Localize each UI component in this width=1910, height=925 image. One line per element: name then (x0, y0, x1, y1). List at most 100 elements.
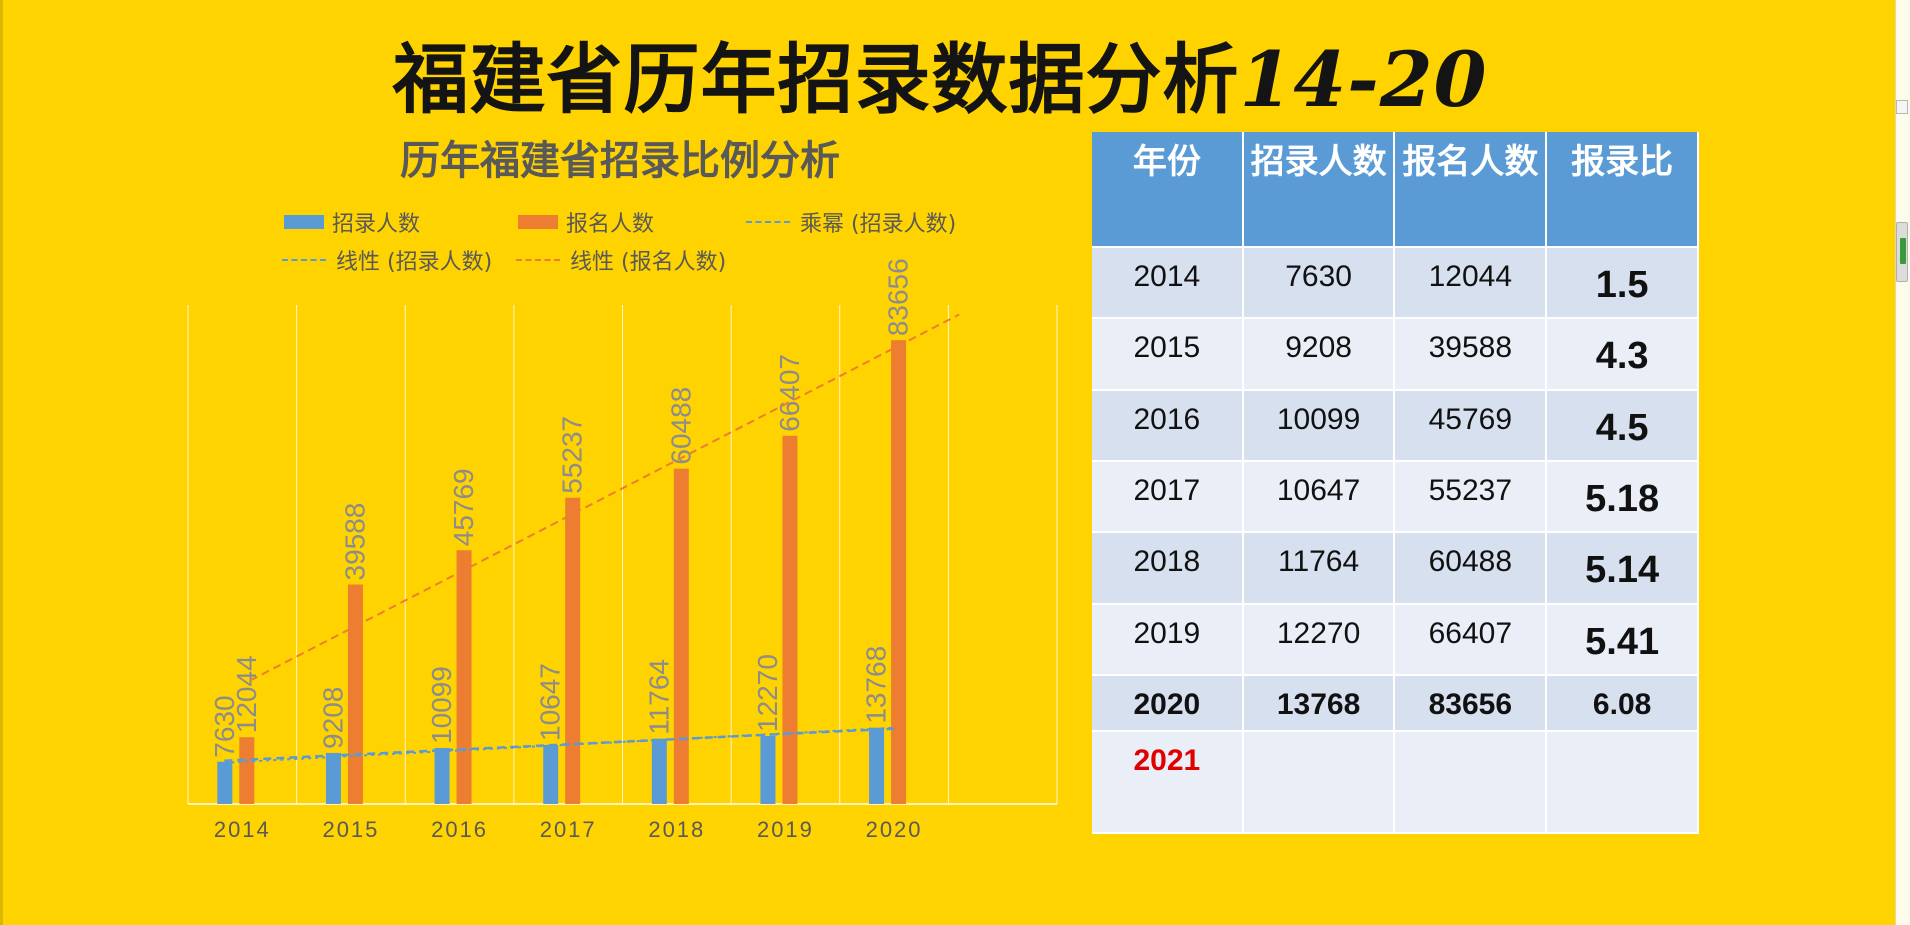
cell-apply: 12044 (1395, 248, 1548, 320)
bar-recruit (651, 738, 667, 804)
bar-apply (782, 435, 798, 804)
cell-apply (1395, 732, 1548, 834)
trendline-linear-apply (249, 313, 960, 682)
cell-apply: 45769 (1395, 390, 1548, 462)
cell-ratio: 1.5 (1547, 248, 1699, 320)
bar-apply (891, 340, 907, 804)
data-label-apply: 66407 (774, 354, 805, 432)
bar-apply (456, 550, 472, 804)
x-tick-label: 2016 (431, 817, 488, 842)
cell-recruit: 12270 (1243, 604, 1396, 676)
data-table: 年份 招录人数 报名人数 报录比 2014 7630 12044 1.5 201… (1092, 132, 1699, 834)
table-row: 2016 10099 45769 4.5 (1092, 390, 1699, 462)
data-label-apply: 39588 (339, 503, 370, 581)
page-title: 福建省历年招录数据分析14-20 (0, 18, 1880, 128)
bar-recruit (217, 761, 233, 804)
legend-item-apply[interactable]: 报名人数 (518, 206, 654, 238)
data-label-apply: 83656 (883, 258, 914, 336)
cell-year: 2019 (1092, 604, 1244, 676)
data-label-recruit: 13768 (861, 646, 892, 724)
x-tick-label: 2017 (540, 817, 597, 842)
cell-year: 2018 (1092, 533, 1244, 605)
bar-apply (565, 497, 581, 804)
trendline-linear-recruit (224, 727, 895, 762)
chart-title: 历年福建省招录比例分析 (400, 138, 840, 184)
bar-recruit (869, 727, 885, 804)
table-row: 2019 12270 66407 5.41 (1092, 604, 1699, 676)
legend-label-linear-recruit: 线性 (招录人数) (336, 250, 493, 275)
legend-item-linear-trend-apply[interactable]: 线性 (报名人数) (516, 244, 726, 276)
page-title-text: 福建省历年招录数据分析 (392, 35, 1240, 124)
cell-ratio: 4.5 (1547, 390, 1699, 462)
data-label-apply: 45769 (448, 468, 479, 546)
cell-ratio: 5.14 (1547, 533, 1699, 605)
data-label-apply: 55237 (557, 416, 588, 494)
table-row: 2017 10647 55237 5.18 (1092, 461, 1699, 534)
data-label-recruit: 12270 (752, 654, 783, 732)
cell-ratio (1547, 732, 1699, 834)
x-tick-label: 2015 (322, 817, 379, 842)
bar-apply (347, 584, 363, 804)
table-row: 2014 7630 12044 1.5 (1092, 248, 1699, 320)
bar-apply (239, 737, 255, 804)
scroll-up-arrow-icon[interactable] (1896, 100, 1908, 114)
cell-apply: 83656 (1395, 675, 1548, 732)
vertical-scrollbar[interactable] (1895, 0, 1910, 925)
bar-recruit (434, 748, 450, 804)
cell-recruit: 10099 (1243, 390, 1396, 462)
cell-year: 2021 (1092, 732, 1244, 834)
table-row: 2018 11764 60488 5.14 (1092, 533, 1699, 605)
legend-label-apply: 报名人数 (566, 212, 655, 237)
table-row: 2021 (1092, 732, 1699, 834)
cell-ratio: 5.18 (1547, 461, 1699, 534)
x-tick-label: 2020 (866, 817, 923, 842)
data-label-recruit: 10647 (535, 663, 566, 741)
legend-label-recruit: 招录人数 (332, 212, 421, 237)
data-label-recruit: 7630 (209, 695, 240, 757)
cell-apply: 60488 (1395, 533, 1548, 605)
legend-item-power-trend-recruit[interactable]: 乘幂 (招录人数) (746, 206, 956, 238)
cell-apply: 55237 (1395, 461, 1548, 534)
legend-item-linear-trend-recruit[interactable]: 线性 (招录人数) (282, 244, 492, 276)
legend-swatch-apply (518, 215, 558, 229)
data-label-recruit: 9208 (317, 687, 348, 749)
table-header-row: 年份 招录人数 报名人数 报录比 (1092, 132, 1699, 248)
x-tick-label: 2019 (757, 817, 814, 842)
bar-recruit (325, 752, 341, 804)
header-ratio: 报录比 (1547, 132, 1699, 248)
cell-ratio: 6.08 (1547, 675, 1699, 732)
cell-year: 2014 (1092, 248, 1244, 320)
table-row: 2015 9208 39588 4.3 (1092, 319, 1699, 391)
legend-dash-power-recruit (746, 221, 790, 223)
legend-dash-linear-recruit (282, 259, 326, 261)
legend-label-power-recruit: 乘幂 (招录人数) (800, 212, 957, 237)
data-label-recruit: 11764 (643, 659, 674, 735)
header-apply: 报名人数 (1395, 132, 1548, 248)
table-row: 2020 13768 83656 6.08 (1092, 675, 1699, 732)
cell-recruit: 7630 (1243, 248, 1396, 320)
x-tick-label: 2014 (214, 817, 271, 842)
window-left-edge (0, 0, 3, 925)
scrollbar-grip-icon (1900, 238, 1906, 264)
bar-recruit (760, 735, 776, 804)
cell-year: 2016 (1092, 390, 1244, 462)
cell-recruit: 10647 (1243, 461, 1396, 534)
cell-year: 2020 (1092, 675, 1244, 732)
bar-recruit (543, 744, 559, 804)
data-label-apply: 60488 (665, 387, 696, 465)
header-year: 年份 (1092, 132, 1244, 248)
cell-recruit: 13768 (1243, 675, 1396, 732)
cell-apply: 66407 (1395, 604, 1548, 676)
legend-swatch-recruit (284, 215, 324, 229)
x-tick-label: 2018 (648, 817, 705, 842)
cell-recruit: 9208 (1243, 319, 1396, 391)
cell-recruit: 11764 (1243, 533, 1396, 605)
cell-year: 2015 (1092, 319, 1244, 391)
legend-item-recruit[interactable]: 招录人数 (284, 206, 420, 238)
header-recruit: 招录人数 (1243, 132, 1396, 248)
page-title-suffix: 14-20 (1239, 35, 1488, 124)
cell-ratio: 4.3 (1547, 319, 1699, 391)
legend-dash-linear-apply (516, 259, 560, 261)
legend-label-linear-apply: 线性 (报名人数) (570, 250, 727, 275)
